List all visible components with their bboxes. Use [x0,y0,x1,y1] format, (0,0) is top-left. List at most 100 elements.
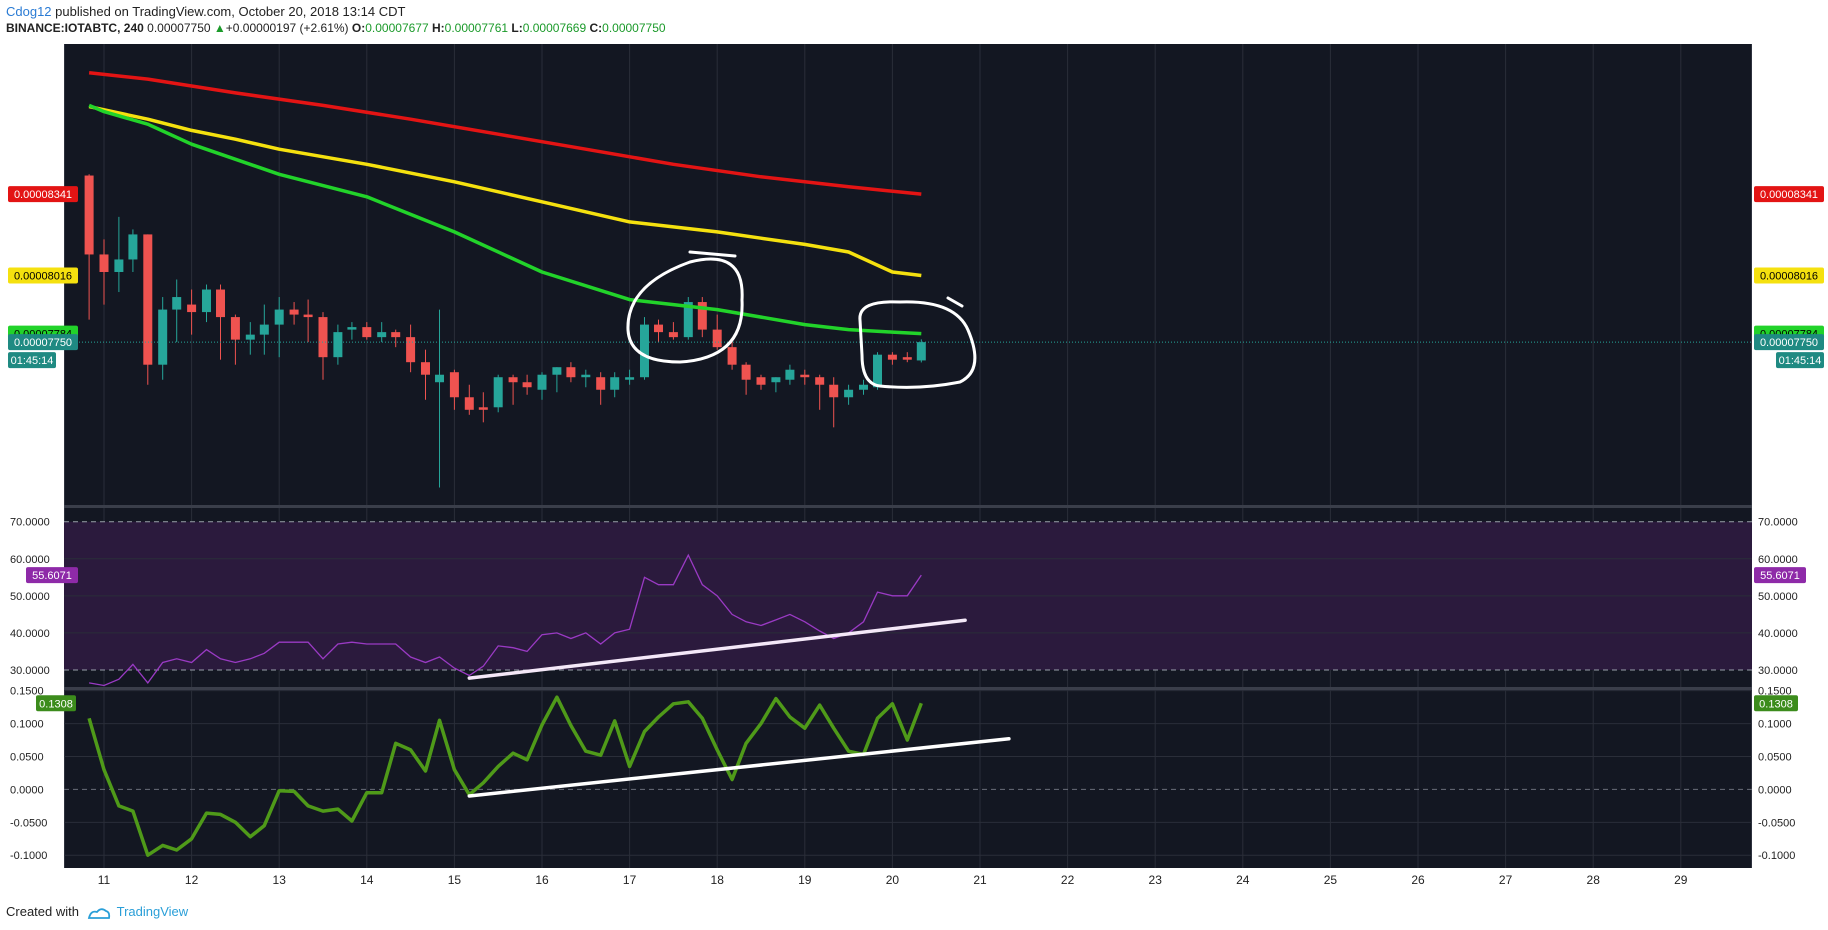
annotation-circle [858,296,977,389]
chart-canvas[interactable]: 11 12 13 14 15 16 17 18 19 20 21 22 23 24 25 26 27 28 29 0.… [0,0,1828,900]
oscillator-line [87,695,923,857]
price-badge-right: 0.00008341 [1760,189,1818,201]
x-tick-label: 18 [711,873,725,887]
candle-body [639,324,649,378]
candle-body [508,377,518,383]
high-value: 0.00007761 [444,21,509,35]
candle-body [230,317,240,340]
candle-body [362,327,372,338]
price-badge-left: 0.00008341 [14,189,72,201]
candle-body [187,304,197,313]
rsi-badge-right: 55.6071 [1760,570,1800,582]
x-tick-label: 26 [1411,873,1425,887]
candle-body [552,367,562,375]
rsi-axis-label-left: 40.0000 [10,628,50,640]
open-value: 0.00007677 [365,21,429,35]
tradingview-link[interactable]: TradingView [116,904,189,919]
candle-body [654,324,664,333]
price-badge-right: 0.00008016 [1760,271,1818,283]
candle-body [566,367,576,378]
osc-axis-label-right: 0.0000 [1758,784,1792,796]
annotation-circle [626,250,744,364]
x-tick-label: 13 [273,873,287,887]
x-tick-label: 11 [98,873,111,887]
x-tick-label: 19 [798,873,812,887]
up-arrow-icon: ▲ [213,21,226,35]
candle-body [625,377,635,380]
moving-average-green [88,103,922,336]
x-tick-label: 24 [1236,873,1250,887]
rsi-line [88,553,922,687]
osc-axis-label-left: -0.1000 [10,850,47,862]
x-tick-label: 22 [1061,873,1075,887]
pane-background [64,690,1752,868]
candle-body [916,342,926,361]
right-axis-area [1752,44,1822,868]
x-tick-label: 17 [623,873,637,887]
price-badge-right-bg [1754,186,1824,203]
candle-body [596,377,606,390]
x-tick-label: 21 [973,873,987,887]
x-tick-label: 29 [1674,873,1688,887]
price-badge-left-bg [8,267,78,284]
rsi-axis-label-right: 60.0000 [1758,554,1798,566]
candle-body [522,382,532,388]
candle-body [683,302,693,338]
price-badge-right-bg [1754,267,1824,284]
publication-line: Cdog12 published on TradingView.com, Oct… [6,4,405,19]
osc-axis-label-right: -0.0500 [1758,817,1795,829]
x-tick-label: 23 [1149,873,1163,887]
candle-body [420,362,430,375]
osc-axis-label-right: 0.1500 [1758,686,1792,698]
candle-body [668,332,678,338]
pane-separator [6,687,1822,690]
author-link[interactable]: Cdog12 [6,4,52,19]
x-tick-label: 20 [886,873,900,887]
candle-body [245,334,255,340]
osc-axis-label-right: 0.1000 [1758,719,1792,731]
candle-body [435,374,445,383]
x-tick-label: 28 [1587,873,1601,887]
x-tick-label: 14 [360,873,374,887]
x-tick-label: 16 [535,873,549,887]
rsi-badge-left: 55.6071 [32,570,72,582]
osc-axis-label-left: 0.0500 [10,751,44,763]
created-with-text: Created with [6,904,79,919]
price-change: +0.00000197 (+2.61%) [225,21,349,35]
candle-body [815,377,825,385]
rsi-axis-label-right: 30.0000 [1758,665,1798,677]
candle-body [216,289,226,318]
osc-badge-left: 0.1308 [39,698,73,710]
candle-body [333,332,343,358]
rsi-trendline [467,618,967,680]
candle-body [800,374,810,378]
pane-separator [6,505,1822,508]
candle-body [377,332,387,338]
tradingview-logo-icon [87,907,110,919]
osc-badge-right: 0.1308 [1759,698,1793,710]
candle-body [128,234,138,260]
x-tick-label: 27 [1499,873,1513,887]
rsi-axis-label-left: 50.0000 [10,591,50,603]
candle-body [887,354,897,360]
osc-axis-label-left: 0.1500 [10,686,44,698]
candle-body [493,377,503,408]
candle-body [581,374,591,378]
osc-axis-label-right: 0.0500 [1758,751,1792,763]
candle-body [829,384,839,398]
candle-body [172,297,182,310]
osc-badge-left-bg [36,695,76,712]
candle-body [318,317,328,358]
rsi-axis-label-left: 30.0000 [10,665,50,677]
countdown-badge-right: 01:45:14 [1779,355,1822,367]
candle-body [610,377,620,390]
candle-body [143,234,153,365]
bottom-axis-area [6,868,1822,872]
moving-average-yellow [88,104,922,278]
candle-body [99,254,109,272]
price-badge-right-bg [1754,334,1824,351]
open-label: O: [351,21,366,35]
low-label: L: [511,21,523,35]
price-badge-left: 0.00007750 [14,337,72,349]
countdown-badge-right-bg [1776,352,1824,369]
